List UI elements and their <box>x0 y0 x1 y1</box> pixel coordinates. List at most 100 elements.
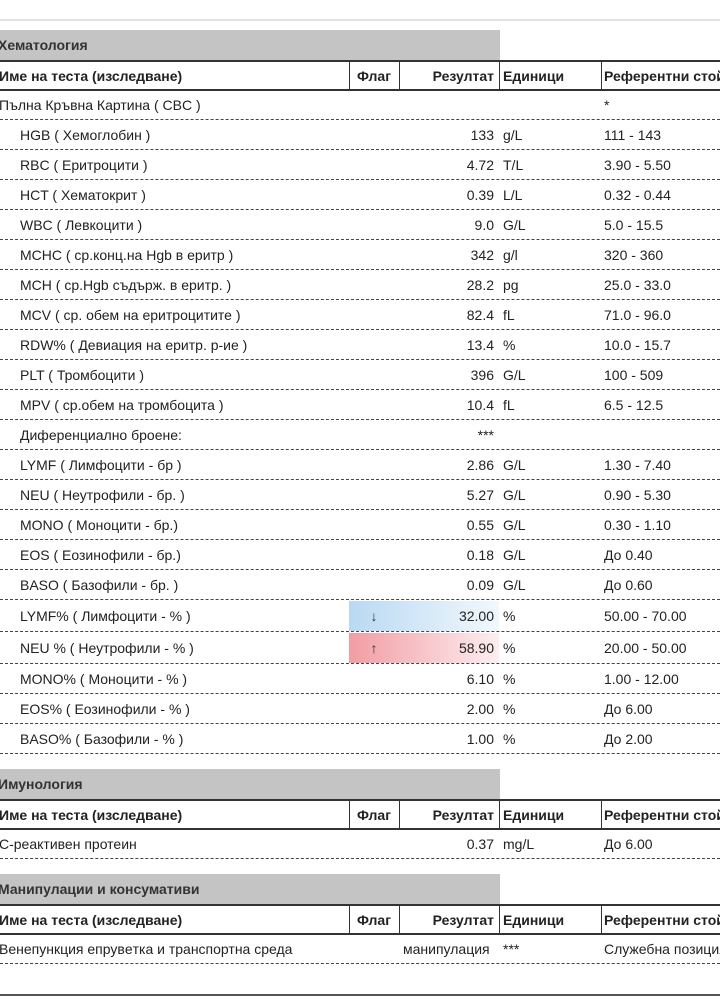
row-separator <box>0 569 720 570</box>
cell-result: 10.4 <box>466 397 494 413</box>
cell-result: 4.72 <box>466 157 494 173</box>
cell-result: 0.18 <box>466 547 494 563</box>
cell-result: 1.00 <box>466 731 494 747</box>
cell-units: % <box>503 671 516 687</box>
cell-name: BASO% ( Базофили - % ) <box>20 731 184 747</box>
cell-result: 82.4 <box>466 307 494 323</box>
header-units: Единици <box>503 67 565 84</box>
cell-units: % <box>503 640 516 656</box>
cell-name: Венепункция епрувeтка и транспортна сред… <box>0 941 293 957</box>
cell-name: NEU % ( Неутрофили - % ) <box>20 640 194 656</box>
header-name: Име на теста (изследване) <box>0 911 183 928</box>
row-separator <box>0 389 720 390</box>
cell-name: MONO ( Моноцити - бр.) <box>20 517 178 533</box>
row-separator <box>0 119 720 120</box>
cell-result: 5.27 <box>466 487 494 503</box>
cell-reference: 20.00 - 50.00 <box>604 640 687 656</box>
cell-result: 58.90 <box>458 640 494 656</box>
cell-name: LYMF ( Лимфоцити - бр ) <box>20 457 182 473</box>
cell-result: 342 <box>470 247 494 263</box>
cell-name: RDW% ( Девиация на еритр. р-ие ) <box>20 337 248 353</box>
cell-name: MCV ( ср. обем на еритроцитите ) <box>20 307 241 323</box>
row-separator <box>0 509 720 510</box>
header-flag: Флаг <box>356 911 392 928</box>
cell-result: 13.4 <box>466 337 494 353</box>
cell-flag: ↑ <box>370 640 378 656</box>
cell-result: 133 <box>470 127 494 143</box>
row-separator <box>0 479 720 480</box>
cell-reference: 0.30 - 1.10 <box>604 517 671 533</box>
cell-result: 6.10 <box>466 671 494 687</box>
cell-name: Диференциално броене: <box>20 427 182 443</box>
cell-name: EOS ( Еозинофили - бр.) <box>20 547 181 563</box>
cell-name: LYMF% ( Лимфоцити - % ) <box>20 608 191 624</box>
cell-units: G/L <box>503 217 526 233</box>
cell-reference: 1.00 - 12.00 <box>604 671 679 687</box>
cell-units: g/L <box>503 127 523 143</box>
column-divider <box>601 904 602 935</box>
column-divider <box>499 60 500 91</box>
row-separator <box>0 599 720 600</box>
row-separator <box>0 269 720 270</box>
cell-flag: ↓ <box>370 608 378 624</box>
row-separator <box>0 963 720 964</box>
cell-units: G/L <box>503 367 526 383</box>
cell-units: g/l <box>503 247 518 263</box>
cell-name: MPV ( ср.обем на тромбоцита ) <box>20 397 224 413</box>
cell-reference: 50.00 - 70.00 <box>604 608 687 624</box>
cell-reference: 3.90 - 5.50 <box>604 157 671 173</box>
header-border-top <box>0 60 720 62</box>
header-name: Име на теста (изследване) <box>0 806 183 823</box>
header-border-bottom <box>0 828 720 830</box>
cell-name: MCHC ( ср.конц.на Hgb в еритр ) <box>20 247 234 263</box>
header-reference: Референтни стойности <box>604 911 720 928</box>
row-separator <box>0 663 720 664</box>
row-separator <box>0 359 720 360</box>
row-separator <box>0 753 720 754</box>
column-divider <box>349 904 350 935</box>
cell-name: BASO ( Базофили - бр. ) <box>20 577 179 593</box>
header-border-bottom <box>0 89 720 91</box>
cell-units: % <box>503 337 516 353</box>
cell-units: pg <box>503 277 519 293</box>
cell-name: EOS% ( Еозинофили - % ) <box>20 701 190 717</box>
cell-units: T/L <box>503 157 524 173</box>
row-separator <box>0 179 720 180</box>
cell-units: L/L <box>503 187 523 203</box>
header-units: Единици <box>503 806 565 823</box>
column-divider <box>349 60 350 91</box>
cell-units: G/L <box>503 487 526 503</box>
column-divider <box>399 904 400 935</box>
cell-units: G/L <box>503 457 526 473</box>
cell-units: % <box>503 701 516 717</box>
cell-result: 0.37 <box>466 836 494 852</box>
cell-units: mg/L <box>503 836 535 852</box>
cell-units: % <box>503 731 516 747</box>
cell-name: RBC ( Еритроцити ) <box>20 157 148 173</box>
cell-name: PLT ( Тромбоцити ) <box>20 367 145 383</box>
row-separator <box>0 539 720 540</box>
cell-reference: 0.90 - 5.30 <box>604 487 671 503</box>
cell-name: NEU ( Неутрофили - бр. ) <box>20 487 185 503</box>
cell-result: манипулация <box>403 941 490 957</box>
cell-reference: 5.0 - 15.5 <box>604 217 664 233</box>
row-separator <box>0 858 720 859</box>
cell-reference: 6.5 - 12.5 <box>604 397 664 413</box>
column-divider <box>499 904 500 935</box>
cell-result: 9.0 <box>474 217 494 233</box>
cell-name: MCH ( ср.Hgb съдърж. в еритр. ) <box>20 277 232 293</box>
row-separator <box>0 631 720 632</box>
section-title: Манипулации и консумативи <box>0 874 500 904</box>
cell-reference: До 2.00 <box>604 731 653 747</box>
cell-result: 32.00 <box>458 608 494 624</box>
section-title: Хематология <box>0 30 500 60</box>
cell-reference: 111 - 143 <box>604 127 662 143</box>
header-reference: Референтни стойности <box>604 67 720 84</box>
cell-reference: 320 - 360 <box>604 247 664 263</box>
row-separator <box>0 723 720 724</box>
cell-units: G/L <box>503 517 526 533</box>
cell-units: *** <box>503 941 520 957</box>
header-border-top <box>0 904 720 906</box>
cell-units: G/L <box>503 547 526 563</box>
cell-result: 0.55 <box>466 517 494 533</box>
